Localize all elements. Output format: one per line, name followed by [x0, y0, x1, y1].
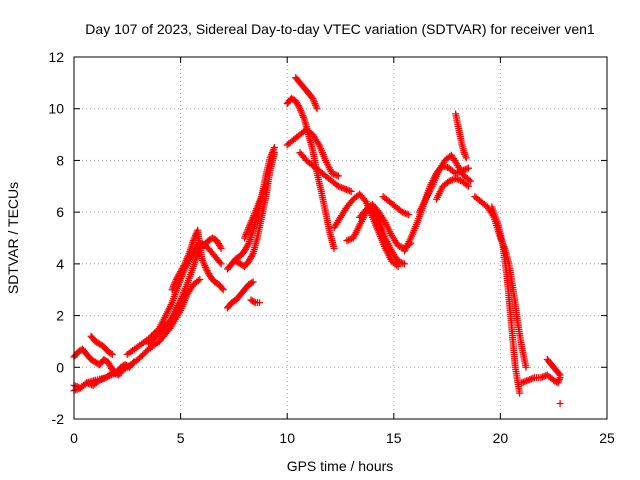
data-point	[216, 243, 224, 251]
data-point	[463, 181, 471, 189]
data-point	[400, 260, 408, 268]
data-point	[347, 187, 355, 195]
data-point	[196, 275, 204, 283]
data-point	[219, 286, 227, 294]
y-axis-label: SDTVAR / TECUs	[5, 182, 21, 294]
ticks-layer: 0 5 10 15 20 25 -2 0 2 4 6 8 10 12	[48, 49, 615, 446]
data-point	[516, 389, 524, 397]
data-point	[464, 164, 472, 172]
x-tick-label: 5	[177, 430, 185, 446]
data-point	[467, 177, 475, 185]
data-point	[249, 278, 257, 286]
data-point	[330, 244, 338, 252]
data-point	[121, 363, 129, 371]
y-tick-label: 8	[56, 152, 64, 168]
data-point	[462, 154, 470, 162]
data-point	[130, 358, 138, 366]
data-point	[313, 105, 321, 113]
y-tick-label: 10	[48, 101, 64, 117]
x-tick-label: 15	[386, 430, 402, 446]
data-point	[194, 277, 202, 285]
y-tick-label: 6	[56, 204, 64, 220]
chart-title: Day 107 of 2023, Sidereal Day-to-day VTE…	[85, 21, 595, 37]
y-tick-label: 4	[56, 256, 64, 272]
data-point	[270, 149, 278, 157]
data-point	[217, 260, 225, 268]
data-point	[556, 371, 564, 379]
data-point	[555, 370, 563, 378]
data-point	[216, 258, 224, 266]
data-point	[255, 299, 263, 307]
data-point	[334, 172, 342, 180]
data-point	[218, 284, 226, 292]
data-point	[461, 150, 469, 158]
data-point	[465, 176, 473, 184]
data-point	[522, 363, 530, 371]
y-tick-label: 0	[56, 359, 64, 375]
x-tick-label: 10	[279, 430, 295, 446]
y-tick-label: 2	[56, 308, 64, 324]
data-point	[120, 365, 128, 373]
data-point	[244, 241, 252, 249]
x-tick-label: 0	[70, 430, 78, 446]
data-point	[405, 211, 413, 219]
data-point	[129, 359, 137, 367]
y-tick-label: 12	[48, 49, 64, 65]
data-point	[180, 261, 188, 269]
data-point	[295, 103, 303, 111]
data-point	[108, 350, 116, 358]
data-point	[262, 182, 270, 190]
data-point	[248, 251, 256, 259]
data-point	[464, 182, 472, 190]
data-point	[250, 298, 258, 306]
plot-frame	[73, 56, 608, 420]
x-tick-label: 20	[493, 430, 509, 446]
y-tick-label: -2	[52, 411, 65, 427]
data-point	[248, 279, 256, 287]
data-point	[107, 349, 115, 357]
x-tick-label: 25	[599, 430, 615, 446]
data-points-layer	[70, 74, 564, 407]
data-point	[556, 399, 564, 407]
x-axis-label: GPS time / hours	[287, 458, 394, 474]
data-point	[217, 244, 225, 252]
